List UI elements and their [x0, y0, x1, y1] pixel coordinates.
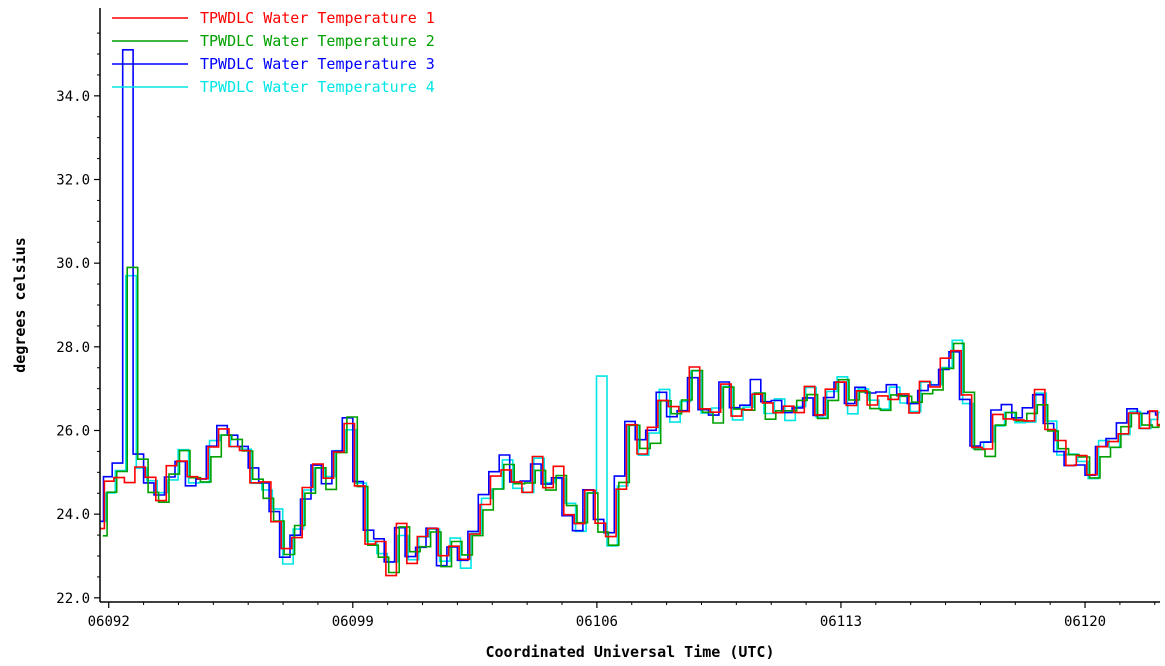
x-tick-label: 06099: [332, 614, 374, 630]
series-line-1: [100, 349, 1160, 577]
y-tick-label: 34.0: [56, 89, 90, 105]
series-line-3: [100, 49, 1159, 567]
x-axis-title: Coordinated Universal Time (UTC): [486, 643, 775, 661]
legend-label: TPWDLC Water Temperature 2: [200, 32, 435, 50]
y-tick-label: 28.0: [56, 340, 90, 356]
x-tick-label: 06120: [1064, 614, 1106, 630]
legend-label: TPWDLC Water Temperature 4: [200, 78, 435, 96]
x-tick-label: 06092: [88, 614, 130, 630]
x-tick-label: 06106: [576, 614, 618, 630]
y-tick-label: 32.0: [56, 173, 90, 189]
legend-label: TPWDLC Water Temperature 3: [200, 55, 435, 73]
y-tick-label: 26.0: [56, 423, 90, 439]
y-axis-ticks: 22.0 24.0 26.0 28.0 30.0 32.0 34.0: [56, 32, 100, 607]
x-tick-label: 06113: [820, 614, 862, 630]
y-tick-label: 30.0: [56, 256, 90, 272]
legend-label: TPWDLC Water Temperature 1: [200, 9, 435, 27]
legend: TPWDLC Water Temperature 1 TPWDLC Water T…: [112, 9, 435, 96]
series-line-2: [102, 266, 1160, 574]
plot-lines: [100, 49, 1160, 577]
x-axis-ticks: 06092 06099 06106 06113 06120: [88, 602, 1156, 630]
y-tick-label: 22.0: [56, 591, 90, 607]
y-tick-label: 24.0: [56, 507, 90, 523]
y-axis-title: degrees celsius: [11, 237, 29, 372]
